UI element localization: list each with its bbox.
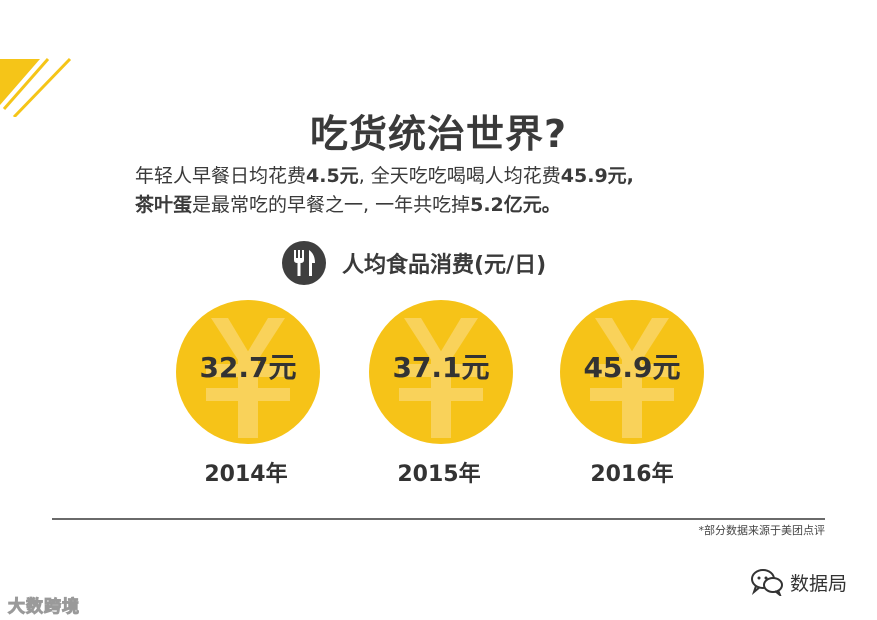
watermark-left: 大数跨境 <box>8 597 80 618</box>
intro-line-1: 年轻人早餐日均花费4.5元, 全天吃吃喝喝人均花费45.9元, <box>135 165 634 187</box>
intro-text: 年轻人早餐日均花费4.5元, 全天吃吃喝喝人均花费45.9元, 茶叶蛋是最常吃的… <box>135 162 835 220</box>
watermark-right-label: 数据局 <box>789 572 847 595</box>
divider <box>52 518 825 520</box>
coin-amount: 45.9元 <box>583 351 681 384</box>
source-note: *部分数据来源于美团点评 <box>698 524 826 537</box>
coin-amount: 37.1元 <box>392 351 490 384</box>
coin-2014: 32.7元 <box>176 300 320 444</box>
section-header: 人均食品消费(元/日) <box>282 241 546 285</box>
yen-icon <box>590 318 674 438</box>
wechat-icon <box>750 569 783 596</box>
watermark-right: 数据局 <box>750 568 847 596</box>
year-label: 2016年 <box>590 462 674 487</box>
section-label: 人均食品消费(元/日) <box>342 253 547 278</box>
decorative-stripes <box>0 57 72 117</box>
fork-knife-icon <box>282 241 326 285</box>
coin-amount: 32.7元 <box>199 351 297 384</box>
yen-icon <box>399 318 483 438</box>
year-label: 2014年 <box>204 462 288 487</box>
year-label: 2015年 <box>397 462 481 487</box>
intro-line-2: 茶叶蛋是最常吃的早餐之一, 一年共吃掉5.2亿元。 <box>135 194 561 216</box>
coin-2016: 45.9元 <box>560 300 704 444</box>
page-title: 吃货统治世界? <box>309 112 568 156</box>
coin-2015: 37.1元 <box>369 300 513 444</box>
yen-icon <box>206 318 290 438</box>
